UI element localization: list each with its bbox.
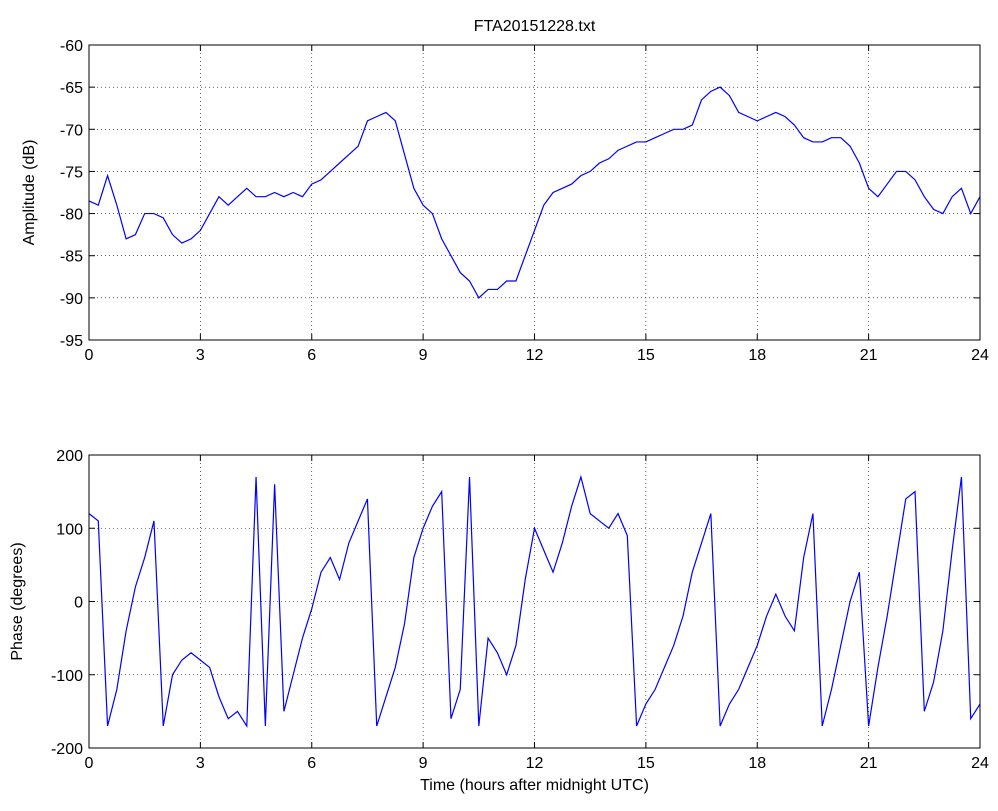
data-line — [88, 86, 981, 299]
x-axis-label: Time (hours after midnight UTC) — [420, 777, 649, 794]
y-tick-label: -80 — [60, 207, 83, 224]
x-tick-label: 18 — [748, 755, 766, 772]
y-tick-label: -90 — [60, 291, 83, 308]
x-tick-label: 12 — [526, 347, 544, 364]
y-tick-label: 0 — [74, 595, 83, 612]
x-tick-label: 6 — [307, 347, 316, 364]
x-tick-label: 3 — [196, 755, 205, 772]
x-tick-label: 18 — [748, 347, 766, 364]
y-tick-label: -70 — [60, 122, 83, 139]
y-tick-label: -95 — [60, 333, 83, 350]
y-tick-label: -85 — [60, 249, 83, 266]
y-tick-label: 200 — [56, 448, 83, 465]
x-tick-label: 3 — [196, 347, 205, 364]
data-line — [88, 474, 981, 728]
x-tick-label: 0 — [85, 755, 94, 772]
y-tick-label: -65 — [60, 80, 83, 97]
y-tick-label: -200 — [51, 741, 83, 758]
x-tick-label: 24 — [971, 755, 989, 772]
x-tick-label: 15 — [637, 755, 655, 772]
y-axis-label: Amplitude (dB) — [21, 140, 38, 246]
axes-frame — [88, 454, 981, 749]
x-tick-label: 6 — [307, 755, 316, 772]
x-tick-label: 24 — [971, 347, 989, 364]
chart-title: FTA20151228.txt — [474, 18, 596, 35]
y-axis-label: Phase (degrees) — [9, 542, 26, 660]
x-tick-label: 0 — [85, 347, 94, 364]
x-tick-label: 9 — [419, 347, 428, 364]
x-tick-label: 12 — [526, 755, 544, 772]
x-tick-label: 21 — [860, 755, 878, 772]
y-tick-label: -60 — [60, 38, 83, 55]
x-tick-label: 9 — [419, 755, 428, 772]
x-tick-label: 15 — [637, 347, 655, 364]
y-tick-label: 100 — [56, 521, 83, 538]
y-tick-label: -100 — [51, 668, 83, 685]
y-tick-label: -75 — [60, 164, 83, 181]
axes-frame — [88, 44, 981, 341]
plot-area — [89, 45, 980, 340]
x-tick-label: 21 — [860, 347, 878, 364]
